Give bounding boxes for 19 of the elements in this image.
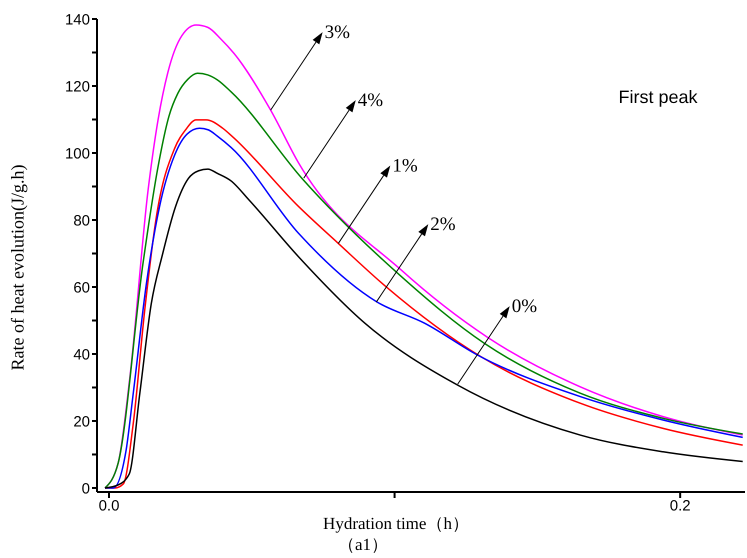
y-tick-label: 80 (73, 212, 90, 230)
annotation: 3% (324, 22, 350, 44)
annotation: 2% (430, 214, 456, 236)
y-tick-label: 140 (64, 11, 90, 28)
y-tick-label: 20 (73, 413, 90, 430)
y-axis-title: Rate of heat evolution(J/g.h) (7, 164, 28, 370)
x-axis-title: Hydration time（h） (323, 514, 469, 533)
y-tick-label: 40 (73, 346, 90, 364)
annotation: 1% (392, 155, 418, 176)
annotation: 0% (512, 296, 538, 318)
annotation: 4% (358, 90, 384, 112)
text: （a1） (338, 535, 388, 555)
x-tick-label: 0.2 (670, 498, 691, 515)
x-tick-label: 0.0 (98, 498, 120, 515)
y-tick-label: 100 (64, 145, 90, 162)
y-tick-label: 120 (64, 78, 90, 96)
annotation: First peak (618, 87, 699, 107)
y-tick-label: 60 (73, 279, 90, 296)
y-tick-label: 0 (82, 480, 90, 498)
